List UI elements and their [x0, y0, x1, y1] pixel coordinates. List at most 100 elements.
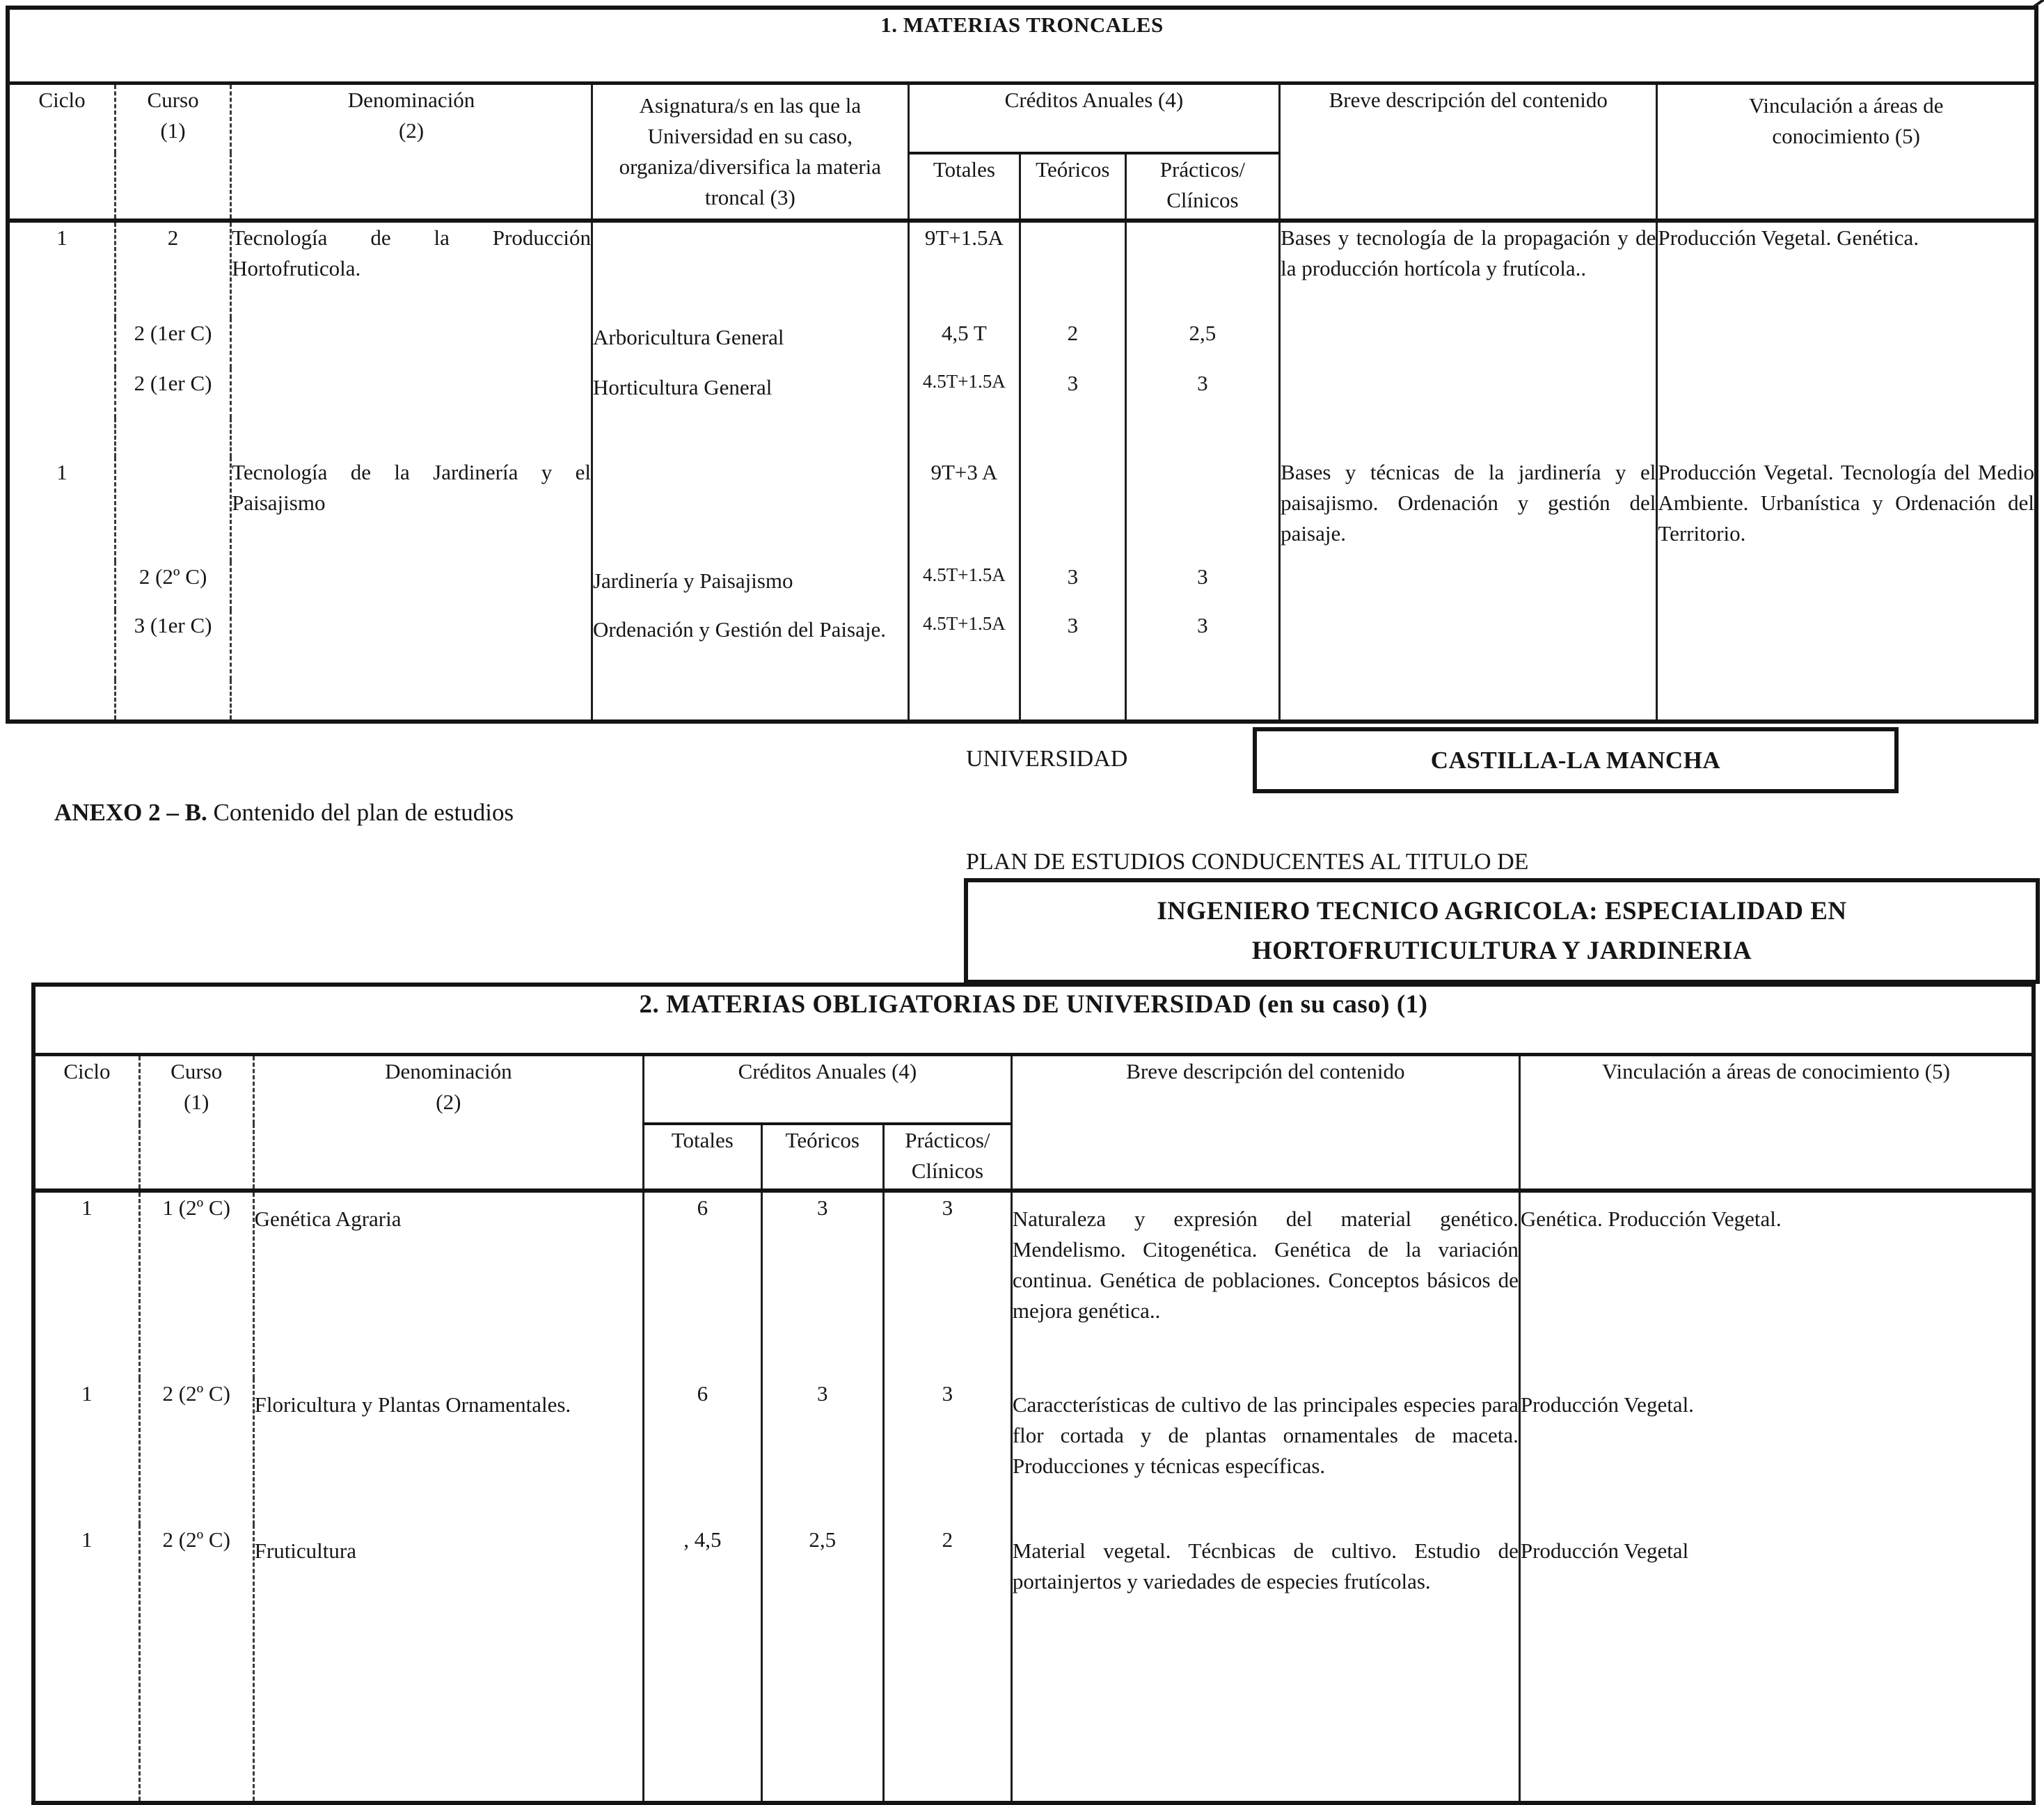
table-row: 3 (1er C) Ordenación y Gestión del Paisa…: [8, 610, 2036, 680]
header-creditos: Créditos Anuales (4): [642, 1054, 1012, 1125]
cell-totales: 6: [642, 1378, 762, 1525]
troncales-header-row-1: Ciclo Curso (1) Denominación (2) Asignat…: [8, 83, 2036, 223]
cell-asignatura: [590, 456, 909, 562]
cell-asignatura: Horticultura General: [590, 367, 909, 418]
cell-vinculacion: [1656, 317, 2036, 368]
anexo-text: Contenido del plan de estudios: [207, 799, 514, 826]
cell-teoricos: 2: [1019, 317, 1126, 368]
header-denominacion: Denominación (2): [230, 83, 592, 223]
header-vinculacion: Vinculación a áreas de conocimiento (5): [1518, 1054, 2034, 1193]
universidad-value: CASTILLA-LA MANCHA: [1430, 746, 1721, 774]
cell-ciclo: [8, 368, 115, 418]
header-asignatura: Asignatura/s en las que la Universidad e…: [590, 83, 909, 223]
cell-denominacion: Tecnología de la Jardinería y el Paisaji…: [230, 456, 592, 562]
cell-denominacion: [230, 317, 592, 368]
cell-asignatura: Arboricultura General: [590, 317, 909, 368]
header-curso-note: (1): [160, 118, 186, 143]
cell-curso: 2 (1er C): [113, 367, 231, 418]
header-descripcion: Breve descripción del contenido: [1010, 1054, 1520, 1193]
cell-vinculacion: Producción Vegetal. Genética.: [1656, 220, 2036, 318]
cell-practicos: 2,5: [1124, 317, 1280, 368]
cell-descripcion: [1278, 561, 1657, 610]
header-totales: Totales: [642, 1124, 762, 1193]
table-row: 1 2 (2º C) Floricultura y Plantas Orname…: [33, 1378, 2034, 1525]
header-practicos: Prácticos/ Clínicos: [882, 1124, 1012, 1193]
cell-vinculacion: Producción Vegetal: [1518, 1525, 2034, 1803]
cell-curso: 2 (2º C): [138, 1378, 254, 1525]
cell-curso: 1 (2º C): [138, 1191, 254, 1378]
anexo-line: ANEXO 2 – B. Contenido del plan de estud…: [54, 799, 514, 827]
cell-denominacion: [230, 561, 592, 610]
cell-denominacion: Tecnología de la Producción Hortofrutico…: [230, 220, 592, 318]
cell-curso: 2 (2º C): [113, 561, 231, 610]
cell-ciclo: 1: [56, 459, 68, 484]
header-teoricos: Teóricos: [1019, 152, 1126, 223]
cell-ciclo: 1: [56, 225, 68, 250]
cell-practicos: 3: [882, 1191, 1012, 1378]
cell-vinculacion: Producción Vegetal. Tecnología del Medio…: [1656, 456, 2036, 562]
cell-vinculacion: [1656, 610, 2036, 680]
cell-totales: 4,5 T: [907, 317, 1020, 368]
cell-practicos: 3: [882, 1378, 1012, 1525]
cell-practicos: 3: [1124, 561, 1280, 610]
cell-practicos: 3: [1124, 367, 1280, 418]
cell-practicos: [1124, 220, 1280, 318]
cell-totales: 4.5T+1.5A: [907, 610, 1020, 680]
cell-descripcion: Caraccterísticas de cultivo de las princ…: [1010, 1378, 1520, 1525]
cell-totales: 9T+3 A: [907, 456, 1020, 562]
scanned-plan-document: { "troncales": { "title": "1. MATERIAS T…: [6, 0, 2044, 1805]
cell-denominacion: Floricultura y Plantas Ornamentales.: [252, 1378, 644, 1525]
titulo-text: INGENIERO TECNICO AGRICOLA: ESPECIALIDAD…: [1157, 891, 1846, 971]
cell-descripcion: Naturaleza y expresión del material gené…: [1010, 1191, 1520, 1378]
table-row: 2 (1er C) Horticultura General 4.5T+1.5A…: [8, 367, 2036, 418]
table-row-spacer: [8, 679, 2036, 722]
cell-denominacion: [230, 367, 592, 418]
cell-curso: 3 (1er C): [113, 610, 231, 680]
header-ciclo: Ciclo: [8, 83, 116, 223]
cell-curso: 2: [113, 220, 231, 318]
cell-vinculacion: [1656, 561, 2036, 610]
cell-denominacion: Genética Agraria: [252, 1191, 644, 1378]
cell-asignatura: [590, 220, 909, 318]
cell-descripcion: [1278, 317, 1657, 368]
cell-teoricos: 3: [1019, 367, 1126, 418]
troncales-header-row-2: Totales Teóricos Prácticos/ Clínicos: [8, 152, 2036, 223]
header-curso-note: (1): [184, 1089, 209, 1114]
header-denominacion-note: (2): [398, 118, 425, 143]
cell-descripcion: Bases y tecnología de la propagación y d…: [1278, 220, 1657, 318]
cell-curso: [113, 456, 231, 562]
cell-teoricos: 2,5: [760, 1525, 884, 1803]
cell-vinculacion: Producción Vegetal.: [1518, 1378, 2034, 1525]
table-row-spacer: [8, 418, 2036, 457]
header-denominacion-note: (2): [436, 1089, 461, 1114]
header-teoricos: Teóricos: [760, 1124, 884, 1193]
obligatorias-header-row-1: Ciclo Curso (1) Denominación (2) Crédito…: [33, 1054, 2034, 1193]
cell-descripcion: [1278, 610, 1657, 680]
cell-asignatura: Jardinería y Paisajismo: [590, 561, 909, 610]
titulo-box: INGENIERO TECNICO AGRICOLA: ESPECIALIDAD…: [964, 878, 2040, 984]
header-curso: Curso (1): [138, 1054, 254, 1193]
cell-teoricos: [1019, 220, 1126, 318]
header-denominacion-label: Denominación: [347, 87, 475, 112]
table-row: 2 (2º C) Jardinería y Paisajismo 4.5T+1.…: [8, 561, 2036, 610]
titulo-line1: INGENIERO TECNICO AGRICOLA: ESPECIALIDAD…: [1157, 896, 1847, 925]
header-denominacion: Denominación (2): [252, 1054, 644, 1193]
cell-totales-value: 4,5: [694, 1527, 722, 1552]
cell-asignatura: Ordenación y Gestión del Paisaje.: [590, 610, 909, 680]
cell-ciclo: 1: [81, 1527, 93, 1552]
header-practicos-line1: Prácticos/: [1159, 157, 1245, 182]
cell-vinculacion: [1656, 367, 2036, 418]
cell-descripcion: [1278, 367, 1657, 418]
header-totales: Totales: [907, 152, 1020, 223]
header-curso-label: Curso: [171, 1058, 223, 1083]
cell-descripcion: Bases y técnicas de la jardinería y el p…: [1278, 456, 1657, 562]
obligatorias-table: 2. MATERIAS OBLIGATORIAS DE UNIVERSIDAD …: [31, 983, 2036, 1805]
troncales-title: 1. MATERIAS TRONCALES: [8, 8, 2036, 85]
table-row: 1 Tecnología de la Jardinería y el Paisa…: [8, 456, 2036, 562]
table-row: 1 1 (2º C) Genética Agraria 6 3 3 Natura…: [33, 1191, 2034, 1378]
table-row: 1 2 Tecnología de la Producción Hortofru…: [8, 220, 2036, 318]
cell-ciclo: 1: [81, 1195, 93, 1220]
header-practicos: Prácticos/ Clínicos: [1124, 152, 1280, 223]
cell-practicos: 3: [1124, 610, 1280, 680]
header-ciclo: Ciclo: [33, 1054, 140, 1193]
